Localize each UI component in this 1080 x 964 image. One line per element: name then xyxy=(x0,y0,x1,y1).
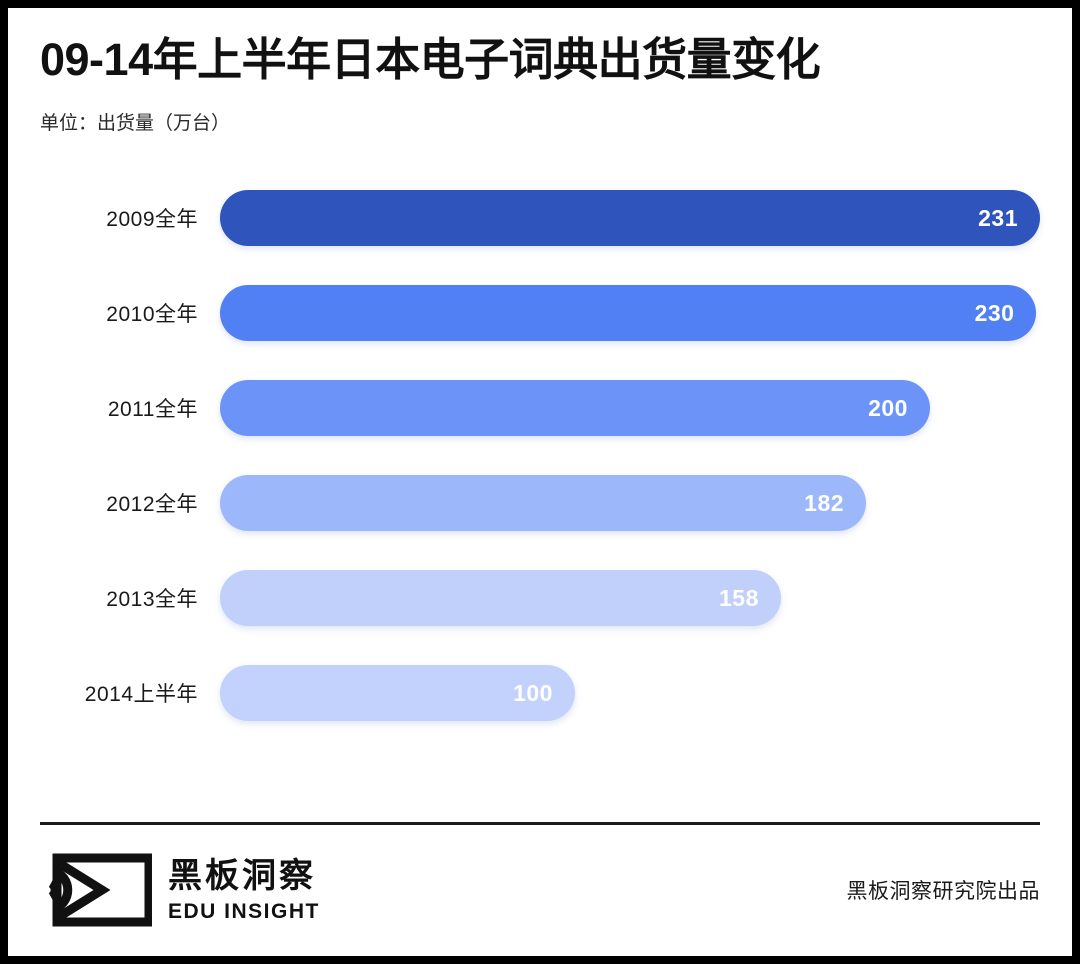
bar: 231 xyxy=(220,190,1040,247)
edu-insight-logo-icon xyxy=(40,853,154,927)
bar-track: 100 xyxy=(220,665,1040,722)
chart-header: 09-14年上半年日本电子词典出货量变化 单位：出货量（万台） xyxy=(40,8,1040,135)
bar: 158 xyxy=(220,570,781,627)
bar-track: 200 xyxy=(220,380,1040,437)
bar: 100 xyxy=(220,665,575,722)
brand-logo: 黑板洞察 EDU INSIGHT xyxy=(40,853,320,927)
poster-inner: 09-14年上半年日本电子词典出货量变化 单位：出货量（万台） 2009全年 23… xyxy=(8,8,1072,956)
bar: 230 xyxy=(220,285,1037,342)
bar-category-label: 2014上半年 xyxy=(84,683,198,707)
bar-category-label: 2012全年 xyxy=(106,493,198,517)
brand-name-en: EDU INSIGHT xyxy=(168,899,320,923)
bar-category-label: 2011全年 xyxy=(107,398,198,422)
bar: 200 xyxy=(220,380,930,437)
bar-row: 2009全年 231 xyxy=(40,171,1040,266)
bar-row: 2010全年 230 xyxy=(40,266,1040,361)
footer-credit: 黑板洞察研究院出品 xyxy=(846,880,1040,903)
bar-category-label: 2009全年 xyxy=(106,208,198,232)
bar-row: 2012全年 182 xyxy=(40,456,1040,551)
footer: 黑板洞察 EDU INSIGHT 黑板洞察研究院出品 xyxy=(40,844,1040,936)
bar-category-label: 2010全年 xyxy=(106,303,198,327)
bar-track: 158 xyxy=(220,570,1040,627)
bar-value-label: 200 xyxy=(868,394,908,421)
bar-row: 2011全年 200 xyxy=(40,361,1040,456)
bar-value-label: 100 xyxy=(513,679,553,706)
footer-divider xyxy=(40,822,1040,825)
brand-text: 黑板洞察 EDU INSIGHT xyxy=(168,859,320,922)
bar-value-label: 231 xyxy=(978,204,1018,231)
page-title: 09-14年上半年日本电子词典出货量变化 xyxy=(40,34,821,85)
bar: 182 xyxy=(220,475,867,532)
bar-value-label: 158 xyxy=(718,584,759,611)
bar-chart: 2009全年 231 2010全年 230 2011全年 200 2012全年 182 2013… xyxy=(40,171,1040,741)
bar-track: 231 xyxy=(220,190,1040,247)
bar-row: 2014上半年 100 xyxy=(40,646,1040,741)
chart-subtitle: 单位：出货量（万台） xyxy=(40,112,231,134)
bar-value-label: 230 xyxy=(974,299,1015,326)
bar-track: 230 xyxy=(220,285,1040,342)
bar-track: 182 xyxy=(220,475,1040,532)
brand-name-cn: 黑板洞察 xyxy=(168,856,316,895)
bar-value-label: 182 xyxy=(804,489,845,516)
bar-category-label: 2013全年 xyxy=(106,588,198,612)
bar-row: 2013全年 158 xyxy=(40,551,1040,646)
